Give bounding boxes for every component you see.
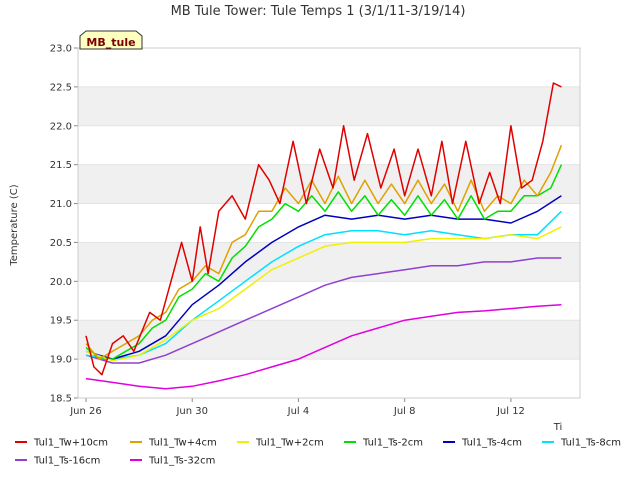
- legend-entry-label: Tul1_Tw+10cm: [33, 438, 108, 449]
- series-line-tul1-tw-2cm: [85, 226, 562, 362]
- plot-band: [78, 125, 580, 165]
- series-line-tul1-ts-32cm: [85, 303, 562, 390]
- legend-entry-label: Tul1_Ts-16cm: [33, 456, 100, 467]
- legend: Tul1_Tw+10cm Tul1_Tw+4cm Tul1_Tw+2cm Tul1_T…: [15, 438, 621, 467]
- plot-band: [78, 359, 580, 398]
- y-tick-label: 20.5: [50, 238, 72, 249]
- y-tick-label: 21.0: [50, 199, 72, 210]
- station-badge-label: MB_tule: [86, 36, 135, 49]
- plot-background-bands: [78, 48, 580, 398]
- series-line-tul1-ts-16cm: [85, 257, 562, 364]
- station-badge: MB_tule: [79, 30, 143, 50]
- plot-frame: [77, 47, 581, 399]
- legend-entry-label: Tul1_Tw+2cm: [255, 438, 324, 449]
- y-axis-ticks: 18.5 19.0 19.5 20.0 20.5 21.0 21.5 22.0 22.5 23.0: [50, 44, 580, 405]
- y-tick-label: 21.5: [50, 160, 72, 171]
- legend-entry-label: Tul1_Tw+4cm: [148, 438, 217, 449]
- y-tick-label: 22.0: [50, 121, 72, 132]
- plot-band: [78, 203, 580, 243]
- legend-entry-label: Tul1_Ts-8cm: [560, 438, 621, 449]
- x-tick-label: Jul 8: [393, 406, 416, 417]
- x-tick-label: Jun 26: [69, 406, 102, 417]
- legend-entry-label: Tul1_Ts-2cm: [362, 438, 423, 449]
- x-tick-label: Jun 30: [175, 406, 208, 417]
- plot-band: [78, 86, 580, 126]
- legend-entry-label: Tul1_Ts-32cm: [148, 456, 215, 467]
- plot-band: [78, 320, 580, 360]
- y-axis-label: Temperature (C): [9, 184, 20, 266]
- y-tick-label: 19.5: [50, 316, 72, 327]
- y-tick-label: 23.0: [50, 44, 72, 55]
- x-axis-ticks: Jun 26 Jun 30 Jul 4 Jul 8 Jul 12: [69, 398, 525, 417]
- legend-entry-label: Tul1_Ts-4cm: [461, 438, 522, 449]
- series-line-tul1-tw-4cm: [85, 144, 563, 360]
- x-tick-label: Jul 4: [287, 406, 310, 417]
- corner-label: Ti: [553, 422, 563, 433]
- series-line-tul1-tw-10cm: [85, 82, 562, 376]
- plot-band: [78, 48, 580, 87]
- series-line-tul1-ts-2cm: [85, 164, 563, 360]
- y-tick-label: 19.0: [50, 355, 72, 366]
- series-lines: [85, 82, 563, 390]
- chart-title: MB Tule Tower: Tule Temps 1 (3/1/11-3/19…: [171, 4, 466, 19]
- x-tick-label: Jul 12: [496, 406, 525, 417]
- y-tick-label: 20.0: [50, 277, 72, 288]
- y-tick-label: 22.5: [50, 82, 72, 93]
- y-tick-label: 18.5: [50, 394, 72, 405]
